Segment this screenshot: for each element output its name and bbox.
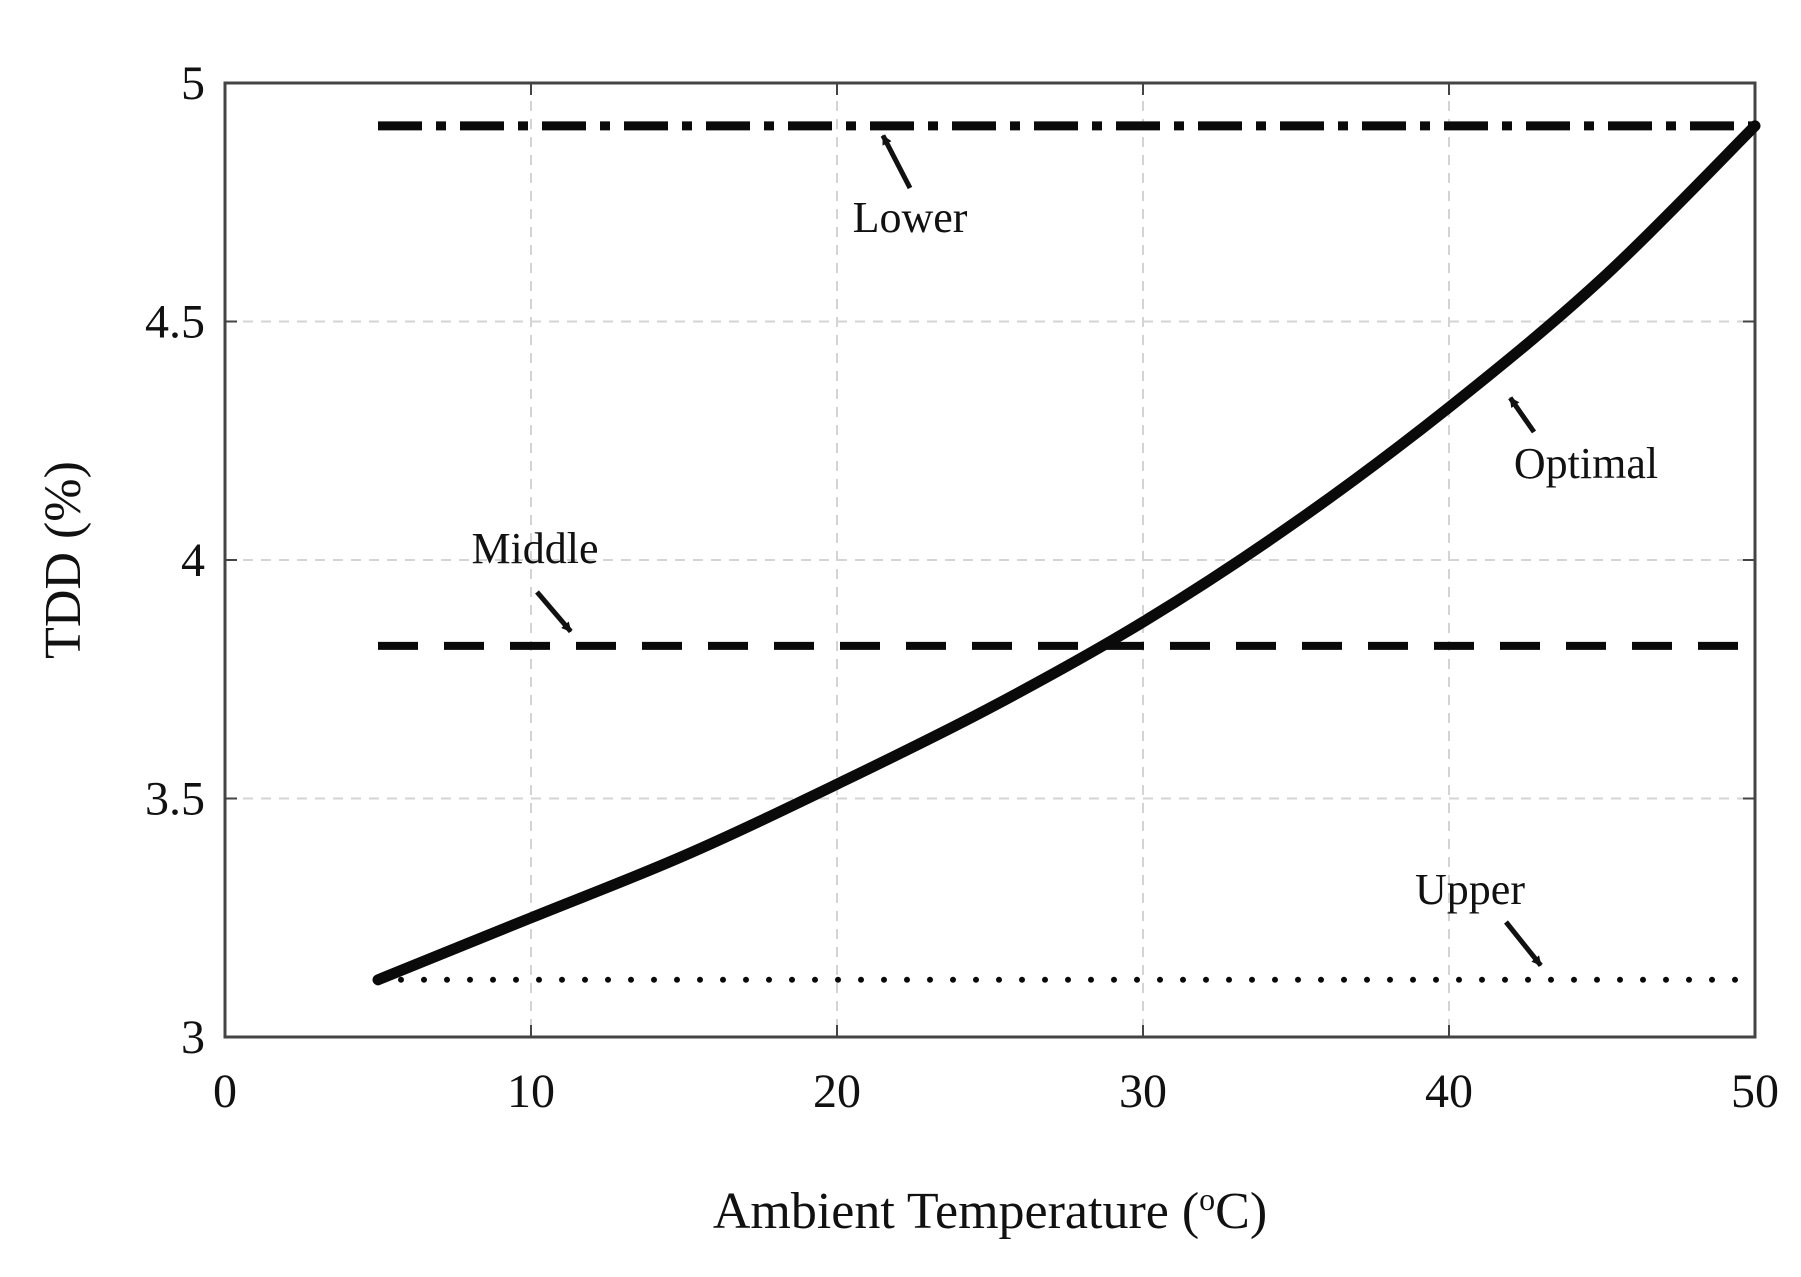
series-layer <box>372 120 1761 986</box>
annotations: Lower Middle Optimal Upper <box>471 134 1658 968</box>
y-tick-label: 3.5 <box>145 773 205 826</box>
annotation-lower: Lower <box>853 193 968 242</box>
y-tick-label: 3 <box>181 1011 205 1064</box>
x-tick-label: 20 <box>813 1065 861 1118</box>
annotation-arrow-optimal <box>1508 396 1537 434</box>
annotation-arrow-lower <box>880 134 913 190</box>
annotation-upper: Upper <box>1415 865 1525 914</box>
x-axis-title-main: Ambient Temperature ( <box>713 1183 1199 1240</box>
series-line-optimal <box>372 120 1761 986</box>
x-axis-title-unit: C) <box>1215 1183 1267 1240</box>
x-tick-label: 10 <box>507 1065 555 1118</box>
annotation-arrow-upper <box>1504 920 1543 968</box>
x-tick-label: 30 <box>1119 1065 1167 1118</box>
x-axis-title-degree: o <box>1199 1181 1215 1217</box>
grid-lines <box>225 83 1755 1037</box>
x-tick-label: 0 <box>213 1065 237 1118</box>
tick-labels: 0 10 20 30 40 50 3 3.5 4 4.5 5 <box>145 57 1779 1118</box>
annotation-middle: Middle <box>471 524 598 573</box>
axis-ticks <box>224 82 1756 1038</box>
y-tick-label: 4 <box>181 534 205 587</box>
annotation-arrow-middle <box>535 590 573 634</box>
x-axis-title: Ambient Temperature (oC) <box>713 1181 1267 1240</box>
y-axis-title: TDD (%) <box>35 461 92 659</box>
annotation-optimal: Optimal <box>1514 439 1658 488</box>
x-tick-label: 40 <box>1425 1065 1473 1118</box>
y-tick-label: 4.5 <box>145 296 205 349</box>
x-tick-label: 50 <box>1731 1065 1779 1118</box>
y-tick-label: 5 <box>181 57 205 110</box>
